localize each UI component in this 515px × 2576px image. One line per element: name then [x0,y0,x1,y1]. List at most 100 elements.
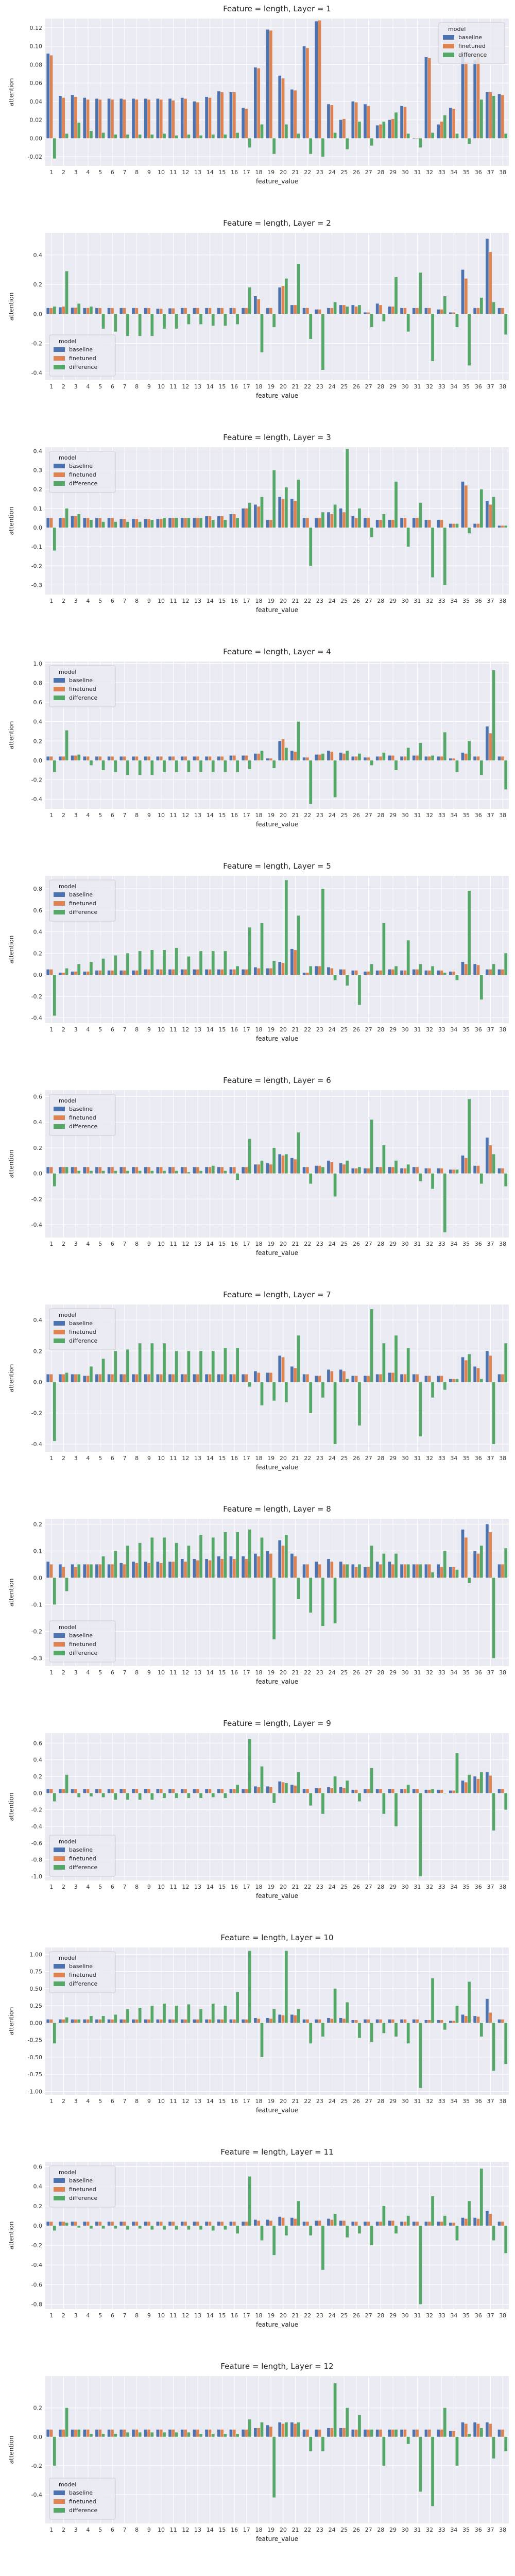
bar-baseline-2 [59,96,62,139]
bar-difference-36 [479,297,483,314]
bar-baseline-3 [71,2222,74,2226]
bar-finetuned-17 [245,969,248,975]
x-tick-label: 27 [365,2312,372,2319]
bar-baseline-11 [168,2222,171,2226]
x-tick-label: 18 [255,1241,262,1247]
x-tick-label: 11 [170,2098,177,2105]
bar-finetuned-30 [403,2222,407,2226]
y-tick-label: 0.1 [33,1548,43,1554]
bar-difference-33 [443,732,447,760]
bar-finetuned-5 [98,1167,102,1174]
bar-difference-9 [150,1343,154,1382]
bar-baseline-29 [388,755,391,760]
bar-baseline-11 [168,2019,171,2023]
bar-baseline-16 [229,1167,233,1174]
bar-difference-6 [114,1171,117,1174]
bar-baseline-13 [193,1374,196,1382]
x-tick-label: 12 [182,383,189,390]
bar-finetuned-29 [391,520,394,528]
x-tick-label: 26 [353,2098,360,2105]
bar-baseline-37 [486,2211,489,2226]
bar-difference-23 [321,138,324,157]
x-axis-label: feature_value [256,1464,298,1471]
x-tick-label: 23 [316,2312,323,2319]
bar-baseline-22 [302,2019,306,2023]
bar-baseline-35 [461,962,465,975]
bar-difference-26 [358,305,361,314]
bar-difference-29 [394,481,398,528]
bar-finetuned-17 [245,2222,248,2226]
bar-baseline-12 [180,2429,184,2437]
bar-baseline-38 [497,1374,501,1382]
bar-baseline-33 [437,2020,440,2023]
bar-baseline-28 [375,756,379,760]
bar-difference-16 [236,1348,239,1382]
chart-panel-layer-6: Feature = length, Layer = 6 -0.4 -0.2 0.0 0.… [0,1072,515,1283]
bar-finetuned-32 [427,1789,431,1793]
legend-title: model [59,1955,76,1961]
bar-difference-35 [468,1774,471,1793]
x-tick-label: 7 [123,169,126,176]
bar-difference-13 [199,951,202,975]
x-tick-label: 27 [365,1241,372,1247]
bar-baseline-5 [95,2019,98,2023]
bar-baseline-11 [168,98,171,139]
x-tick-label: 35 [462,812,470,819]
bar-baseline-9 [144,2222,147,2226]
x-tick-label: 2 [62,1669,65,1676]
bar-baseline-17 [242,108,245,139]
bar-finetuned-1 [49,518,53,528]
x-tick-label: 33 [438,2098,445,2105]
x-tick-label: 24 [329,1241,336,1247]
x-tick-label: 22 [304,812,311,819]
x-tick-label: 12 [182,598,189,604]
bar-difference-36 [479,489,483,528]
legend-swatch-finetuned [54,1330,65,1334]
bar-finetuned-15 [220,308,224,314]
bar-difference-26 [358,975,361,1005]
x-tick-label: 25 [340,1026,348,1033]
x-tick-label: 13 [194,598,201,604]
bar-finetuned-30 [403,308,407,314]
bar-finetuned-14 [208,756,212,760]
bar-difference-18 [260,314,264,352]
bar-finetuned-15 [220,2222,224,2226]
legend-label-finetuned: finetuned [69,471,96,478]
bar-finetuned-8 [135,1563,139,1578]
x-tick-label: 29 [389,1026,397,1033]
bar-baseline-31 [412,969,416,975]
legend-title: model [59,1624,76,1631]
bar-finetuned-34 [452,1379,455,1382]
bar-baseline-37 [486,1138,489,1174]
bar-baseline-2 [59,2222,62,2226]
bar-difference-21 [297,133,300,139]
bar-finetuned-5 [98,2429,102,2437]
x-tick-label: 35 [462,598,470,604]
bar-baseline-35 [461,2014,465,2023]
x-tick-label: 14 [207,2098,214,2105]
bar-difference-14 [211,2434,215,2437]
bar-difference-30 [406,1785,410,1793]
bar-baseline-22 [302,757,306,760]
bar-finetuned-35 [464,753,468,760]
bar-baseline-4 [83,1167,87,1174]
x-tick-label: 22 [304,169,311,176]
bar-baseline-5 [95,308,98,314]
bar-baseline-1 [46,518,50,528]
x-tick-label: 18 [255,1026,262,1033]
bar-baseline-16 [229,969,233,975]
bar-difference-33 [443,1551,447,1578]
bar-baseline-23 [315,754,318,760]
bar-baseline-27 [364,518,367,528]
x-tick-label: 19 [267,169,274,176]
x-tick-label: 14 [207,1455,214,1462]
bar-baseline-12 [180,969,184,975]
bar-finetuned-1 [49,1374,53,1382]
x-tick-label: 26 [353,383,360,390]
bar-finetuned-11 [171,1789,175,1793]
bar-finetuned-1 [49,1789,53,1793]
bar-difference-19 [272,960,276,975]
bar-difference-38 [504,1793,508,1810]
bar-finetuned-3 [74,1567,77,1578]
